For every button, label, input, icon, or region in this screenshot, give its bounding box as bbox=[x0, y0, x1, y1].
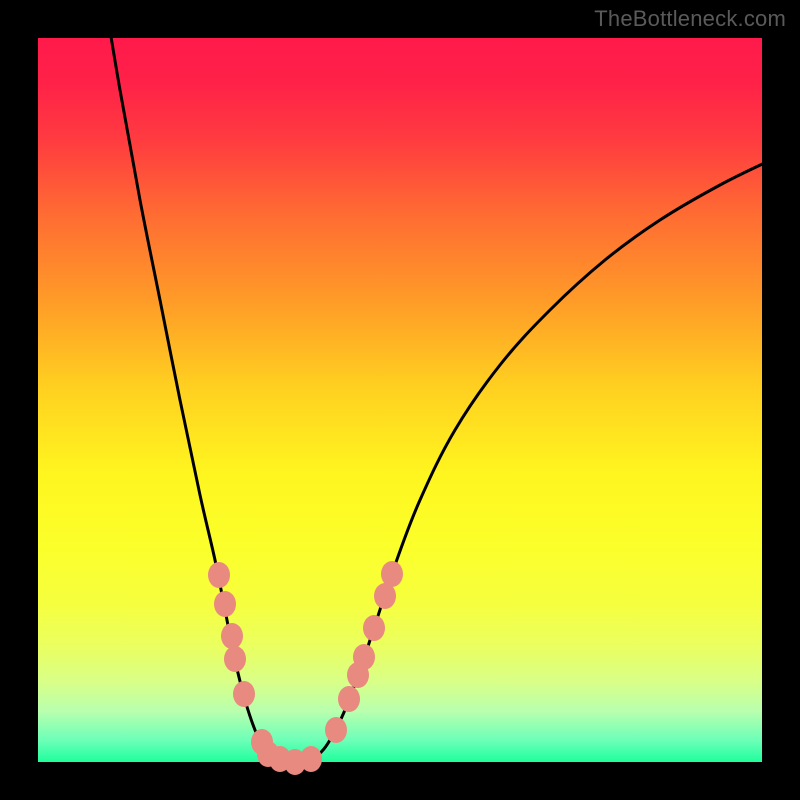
curve-marker bbox=[325, 717, 347, 743]
curve-marker bbox=[221, 623, 243, 649]
curve-marker bbox=[224, 646, 246, 672]
curve-marker bbox=[353, 644, 375, 670]
curve-marker bbox=[338, 686, 360, 712]
curve-marker bbox=[208, 562, 230, 588]
curve-marker bbox=[214, 591, 236, 617]
curve-marker bbox=[300, 746, 322, 772]
chart-plot-background bbox=[38, 38, 762, 762]
curve-marker bbox=[233, 681, 255, 707]
curve-marker bbox=[381, 561, 403, 587]
curve-marker bbox=[363, 615, 385, 641]
bottleneck-chart bbox=[0, 0, 800, 800]
watermark-text: TheBottleneck.com bbox=[594, 6, 786, 32]
